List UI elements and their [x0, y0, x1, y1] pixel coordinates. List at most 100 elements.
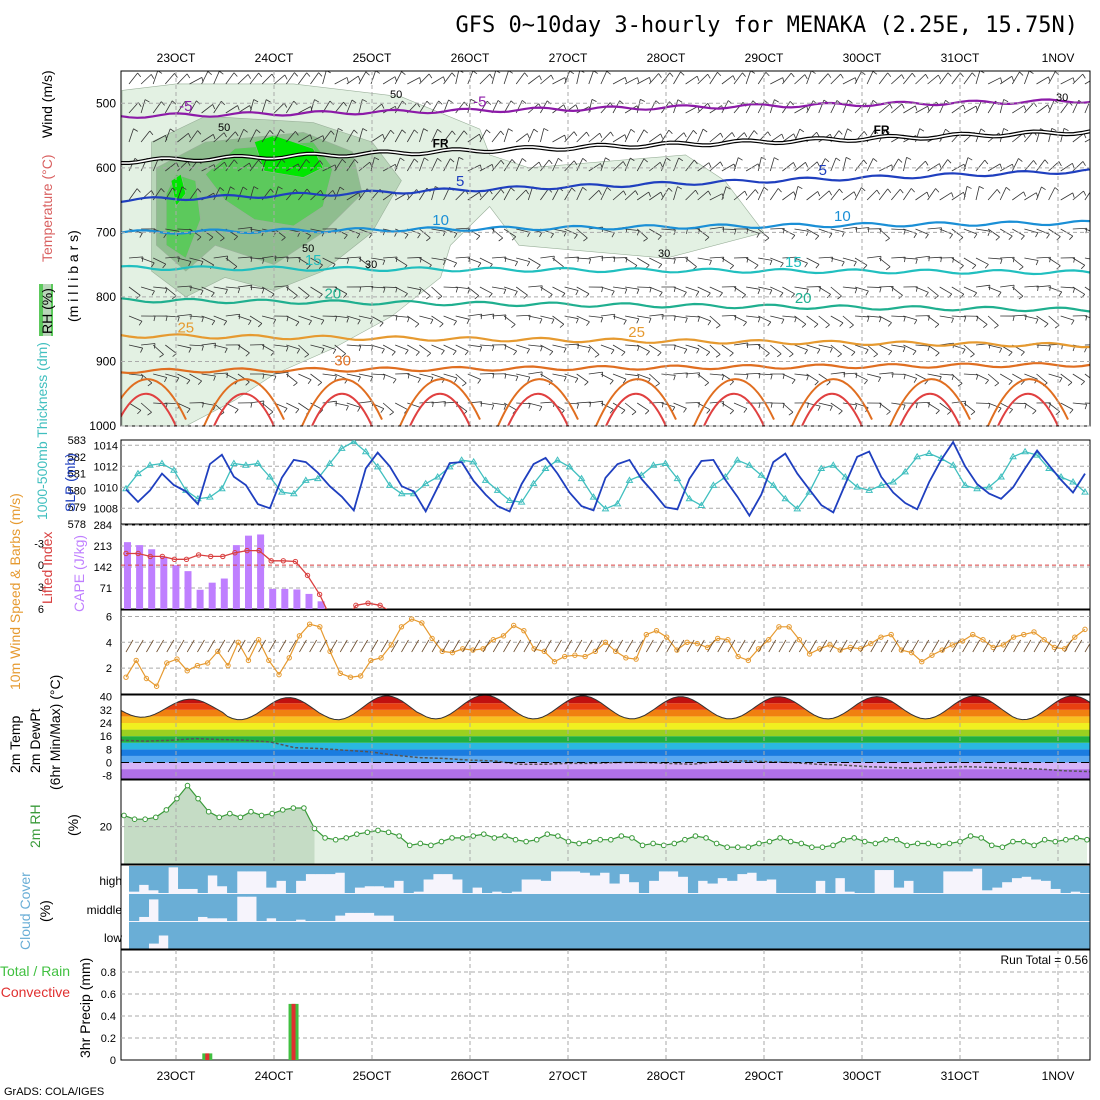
wind-barb-feather — [298, 257, 301, 263]
wind-barb — [310, 286, 323, 295]
wind-barb-feather — [151, 290, 155, 296]
temperature-contour-label: 30 — [334, 353, 351, 370]
wind-barb — [963, 228, 978, 235]
cloud-cover-bar — [276, 894, 287, 921]
wind10m-barb — [676, 639, 685, 653]
wind-barb-feather — [419, 257, 422, 263]
wind-barb — [225, 105, 238, 114]
wind-barb — [152, 71, 159, 85]
cloud-cover-panel: high middle low Cloud Cover (%) — [17, 864, 1091, 950]
cloud-cover-bar — [266, 922, 277, 949]
wind-barb — [455, 101, 465, 114]
wind-barb — [806, 71, 812, 85]
wind-barb-feather — [346, 77, 349, 83]
cloud-cover-bar — [991, 866, 1003, 888]
cloud-cover-bar — [393, 922, 404, 949]
wind-barb — [939, 159, 948, 172]
wind-barb — [407, 286, 422, 291]
wind-barb-feather — [219, 71, 224, 75]
wind-barb — [746, 372, 761, 375]
wind-barb — [503, 315, 516, 325]
wind-barb — [394, 257, 408, 266]
precip-grid — [120, 949, 1091, 1061]
rh2m-point — [237, 814, 244, 821]
wind-barb-feather — [463, 101, 468, 107]
rh2m-point — [428, 842, 434, 849]
wind-barb-feather — [1084, 347, 1087, 353]
wind-barb-feather — [374, 157, 380, 161]
wind-barb — [322, 71, 327, 85]
wind-barb-feather — [176, 377, 180, 383]
wind-barb-feather — [200, 261, 204, 267]
wind-barb — [504, 373, 518, 377]
cloud-cover-bar — [423, 922, 434, 949]
wind-barb — [431, 315, 444, 325]
wind-barb — [600, 344, 615, 351]
wind-barb — [600, 313, 615, 317]
wind-barb — [637, 76, 650, 85]
thickness-point — [973, 484, 981, 492]
wind-barb-feather — [837, 353, 842, 358]
slp-grid — [120, 439, 1091, 525]
wind-barb-feather — [828, 190, 832, 196]
wind-barb — [1072, 373, 1085, 382]
wind10m-barb — [462, 639, 471, 653]
wind-barb-feather — [357, 376, 361, 382]
cloud-cover-bar — [805, 922, 816, 949]
wind-barb-feather — [294, 72, 299, 77]
bottom-tick-label: 24OCT — [255, 1069, 294, 1083]
wind10m-tick-label: 6 — [106, 611, 112, 623]
wind-barb — [153, 402, 168, 405]
cloud-cover-bar — [746, 866, 757, 873]
wind-barb-feather — [947, 72, 952, 77]
wind-barb — [673, 256, 688, 259]
cape-grid — [120, 524, 1091, 610]
wind-barb-feather — [415, 351, 420, 356]
wind-barb-feather — [1083, 190, 1087, 196]
cloud-cover-bar — [1070, 922, 1081, 949]
wind-barb — [637, 344, 650, 352]
wind-barb — [201, 286, 215, 294]
cloud-cover-bar — [982, 894, 993, 921]
wind-barb-feather — [1008, 380, 1013, 385]
wind-barb — [927, 344, 940, 354]
pressure-tick-label: 800 — [96, 290, 116, 304]
wind-barb — [649, 191, 662, 201]
wind-barb — [975, 402, 991, 404]
wind-barb — [1072, 257, 1085, 266]
wind-barb-feather — [1058, 161, 1062, 167]
thickness-point — [661, 459, 670, 467]
wind-barb — [673, 286, 687, 293]
temperature-mask — [121, 695, 1090, 720]
wind10m-point — [908, 649, 915, 656]
wind-barb — [709, 193, 723, 201]
cloud-cover-bar — [168, 922, 179, 949]
wind-barb-feather — [417, 233, 421, 239]
wind-barb — [419, 373, 434, 378]
wind10m-point — [592, 648, 598, 655]
wind-barb — [201, 134, 214, 143]
wind-barb-feather — [160, 188, 165, 193]
cloud-cover-bar — [217, 866, 228, 887]
rh2m-point — [692, 833, 699, 839]
cloud-cover-bar — [707, 894, 718, 921]
wind-barb-feather — [855, 227, 858, 233]
wind10m-point — [296, 633, 303, 639]
wind-barb — [576, 315, 590, 323]
wind-barb — [963, 186, 968, 201]
wind-barb-feather — [212, 104, 216, 110]
wind-barb — [818, 344, 833, 349]
wind-barb-feather — [754, 264, 759, 270]
cloud-cover-bar — [1060, 894, 1071, 921]
wind-barb — [177, 133, 189, 143]
lifted-index-point — [292, 558, 299, 565]
wind-barb — [286, 373, 298, 383]
wind-barb — [189, 257, 204, 262]
wind-barb-feather — [357, 407, 361, 412]
wind10m-barb — [156, 639, 164, 653]
wind-barb-feather — [695, 189, 699, 195]
cape-bar — [148, 549, 156, 609]
rh2m-point — [809, 844, 815, 851]
rh2m-point — [544, 831, 551, 837]
wind-barb — [854, 187, 862, 201]
